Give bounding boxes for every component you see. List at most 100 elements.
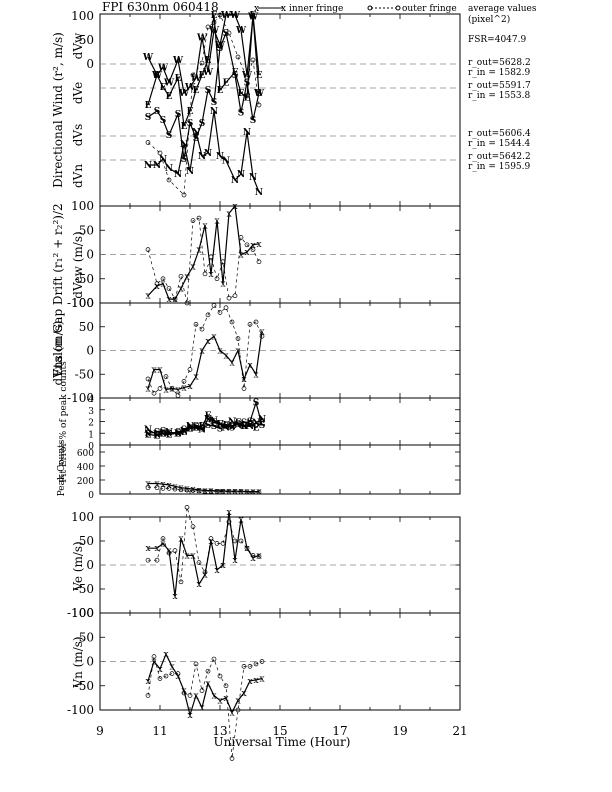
outer-point-dvns-8	[193, 322, 199, 327]
outer-point-dvew-11	[214, 276, 220, 282]
wind-marker-S-10: S	[211, 98, 218, 108]
wind-marker-W-3: W	[163, 79, 175, 89]
fit-marker-E-1: E	[154, 432, 161, 442]
inner-point-dvns-17: x	[247, 361, 252, 371]
outer-point-vn-13	[223, 683, 229, 689]
outer-point-dvew-13	[226, 295, 232, 301]
wind-outer-point-7	[211, 20, 217, 25]
outer-point-peak-counts-11	[214, 489, 220, 494]
outer-point-ve-13	[226, 519, 232, 525]
inner-point-dvew-7: x	[190, 263, 195, 273]
wind-marker-N-16: N	[249, 173, 257, 183]
inner-point-dvew-15: x	[238, 251, 243, 261]
fit-marker-N-13: N	[228, 418, 236, 428]
ylabel-dvns: dVns (m/s)	[51, 321, 65, 386]
outer-point-peak-counts-13	[226, 489, 232, 495]
inner-point-dvns-7: x	[187, 382, 192, 392]
ylabel-vn: Vn (m/s)	[71, 636, 85, 688]
fit-marker-N-17: N	[252, 419, 260, 429]
inner-point-dvew-11: x	[214, 217, 219, 227]
outer-point-dvns-17	[247, 322, 253, 327]
wind-marker-E-9: E	[205, 56, 212, 66]
y-tick-label-wind-0: 0	[86, 57, 94, 71]
inner-point-dvns-6: x	[181, 384, 186, 394]
fit-marker-E-13: E	[229, 422, 236, 432]
y-tick-label-dvew--50: -50	[75, 272, 94, 286]
outer-point-dvns-0	[145, 376, 151, 382]
inner-point-ve-0: x	[145, 544, 150, 554]
y-tick-label-vn-100: 100	[71, 606, 94, 620]
y-tick-label-ve-100: 100	[71, 510, 94, 524]
ylabel-fit-error: Fit Error % of peak counts	[59, 361, 69, 483]
outer-point-vn-12	[217, 673, 223, 679]
wind-line-E	[147, 14, 260, 127]
outer-point-ve-12	[220, 541, 226, 546]
fit-marker-N-4: N	[174, 429, 182, 439]
outer-point-dvns-15	[235, 336, 241, 341]
fit-marker-N-12: N	[222, 423, 230, 433]
x-axis: 9 11 13 15 17 19 21 Universal Time (Hour…	[96, 724, 467, 749]
wind-outer-point-10	[235, 54, 241, 60]
y-tick-label-dvns--100: -100	[67, 391, 94, 405]
inner-point-dvew-14: x	[232, 202, 237, 212]
outer-point-peak-counts-2	[160, 486, 166, 491]
fit-marker-N-14: N	[234, 421, 242, 431]
legend-inner-marker-left: x	[254, 4, 259, 14]
inner-line-peak-counts	[148, 482, 259, 493]
fit-marker-E-12: E	[223, 421, 230, 431]
inner-point-dvns-16: x	[241, 375, 246, 385]
fit-marker-S-15: S	[241, 419, 248, 429]
legend-outer-label: outer fringe	[402, 4, 457, 14]
fit-marker-E-3: E	[166, 430, 173, 440]
inner-point-vn-16: x	[241, 689, 246, 699]
wind-marker-N-17: N	[255, 188, 263, 198]
y-tick-label-ve--100: -100	[67, 606, 94, 620]
wind-marker-S-2: S	[160, 116, 167, 126]
wind-marker-W-8: W	[196, 34, 208, 44]
y-tick-label-vn-50: 50	[79, 630, 94, 644]
fit-marker-E-5: E	[181, 428, 188, 438]
inner-point-dvew-12: x	[220, 280, 225, 290]
inner-point-dvns-13: x	[223, 351, 228, 361]
legend-inner-marker-right: x	[281, 4, 286, 14]
fit-marker-N-10: N	[210, 416, 218, 426]
outer-point-dvew-14	[232, 293, 238, 299]
fit-marker-S-1: S	[154, 428, 161, 438]
average-values-unit: (pixel^2)	[468, 14, 510, 25]
outer-point-ve-8	[196, 560, 202, 565]
wind-marker-N-12: N	[222, 157, 230, 167]
x-tick-label-17: 17	[332, 724, 347, 738]
outer-point-dvns-6	[181, 379, 187, 384]
inner-line-dvew	[147, 204, 260, 300]
outer-point-ve-15	[238, 538, 244, 544]
outer-point-dvew-2	[160, 276, 166, 282]
wind-marker-S-6: S	[187, 119, 194, 129]
wind-marker-S-14: S	[238, 109, 245, 119]
ylabel-etalon-gap-drift: Etalon Gap Drift (r₁² + r₂²)/2	[51, 203, 65, 376]
outer-point-peak-counts-18	[256, 489, 262, 495]
wind-outer-point-13	[256, 102, 262, 108]
inner-point-ve-10: x	[208, 537, 213, 547]
fit-line-E	[147, 414, 263, 437]
inner-point-ve-5: x	[178, 535, 183, 545]
fit-marker-E-18: E	[259, 419, 266, 429]
y-tick-label-ve--50: -50	[75, 582, 94, 596]
legend-outer-marker-right	[395, 5, 401, 11]
wind-marker-E-6: E	[187, 107, 194, 117]
wind-marker-E-4: E	[175, 74, 182, 84]
ylabel-ve: Ve (m/s)	[71, 541, 85, 591]
outer-point-peak-counts-17	[250, 489, 256, 495]
inner-point-dvns-10: x	[205, 337, 210, 347]
wind-marker-W-12: W	[220, 11, 232, 21]
legend-outer-marker-left	[367, 5, 373, 11]
wind-marker-W-6: W	[184, 83, 196, 93]
inner-point-vn-7: x	[187, 711, 192, 721]
outer-point-dvew-5	[178, 273, 184, 279]
inner-point-dvew-9: x	[202, 221, 207, 231]
outer-point-peak-counts-8	[196, 488, 202, 494]
inner-point-vn-14: x	[229, 708, 234, 718]
inner-point-vn-8: x	[193, 691, 198, 701]
fit-marker-S-12: S	[223, 422, 230, 432]
